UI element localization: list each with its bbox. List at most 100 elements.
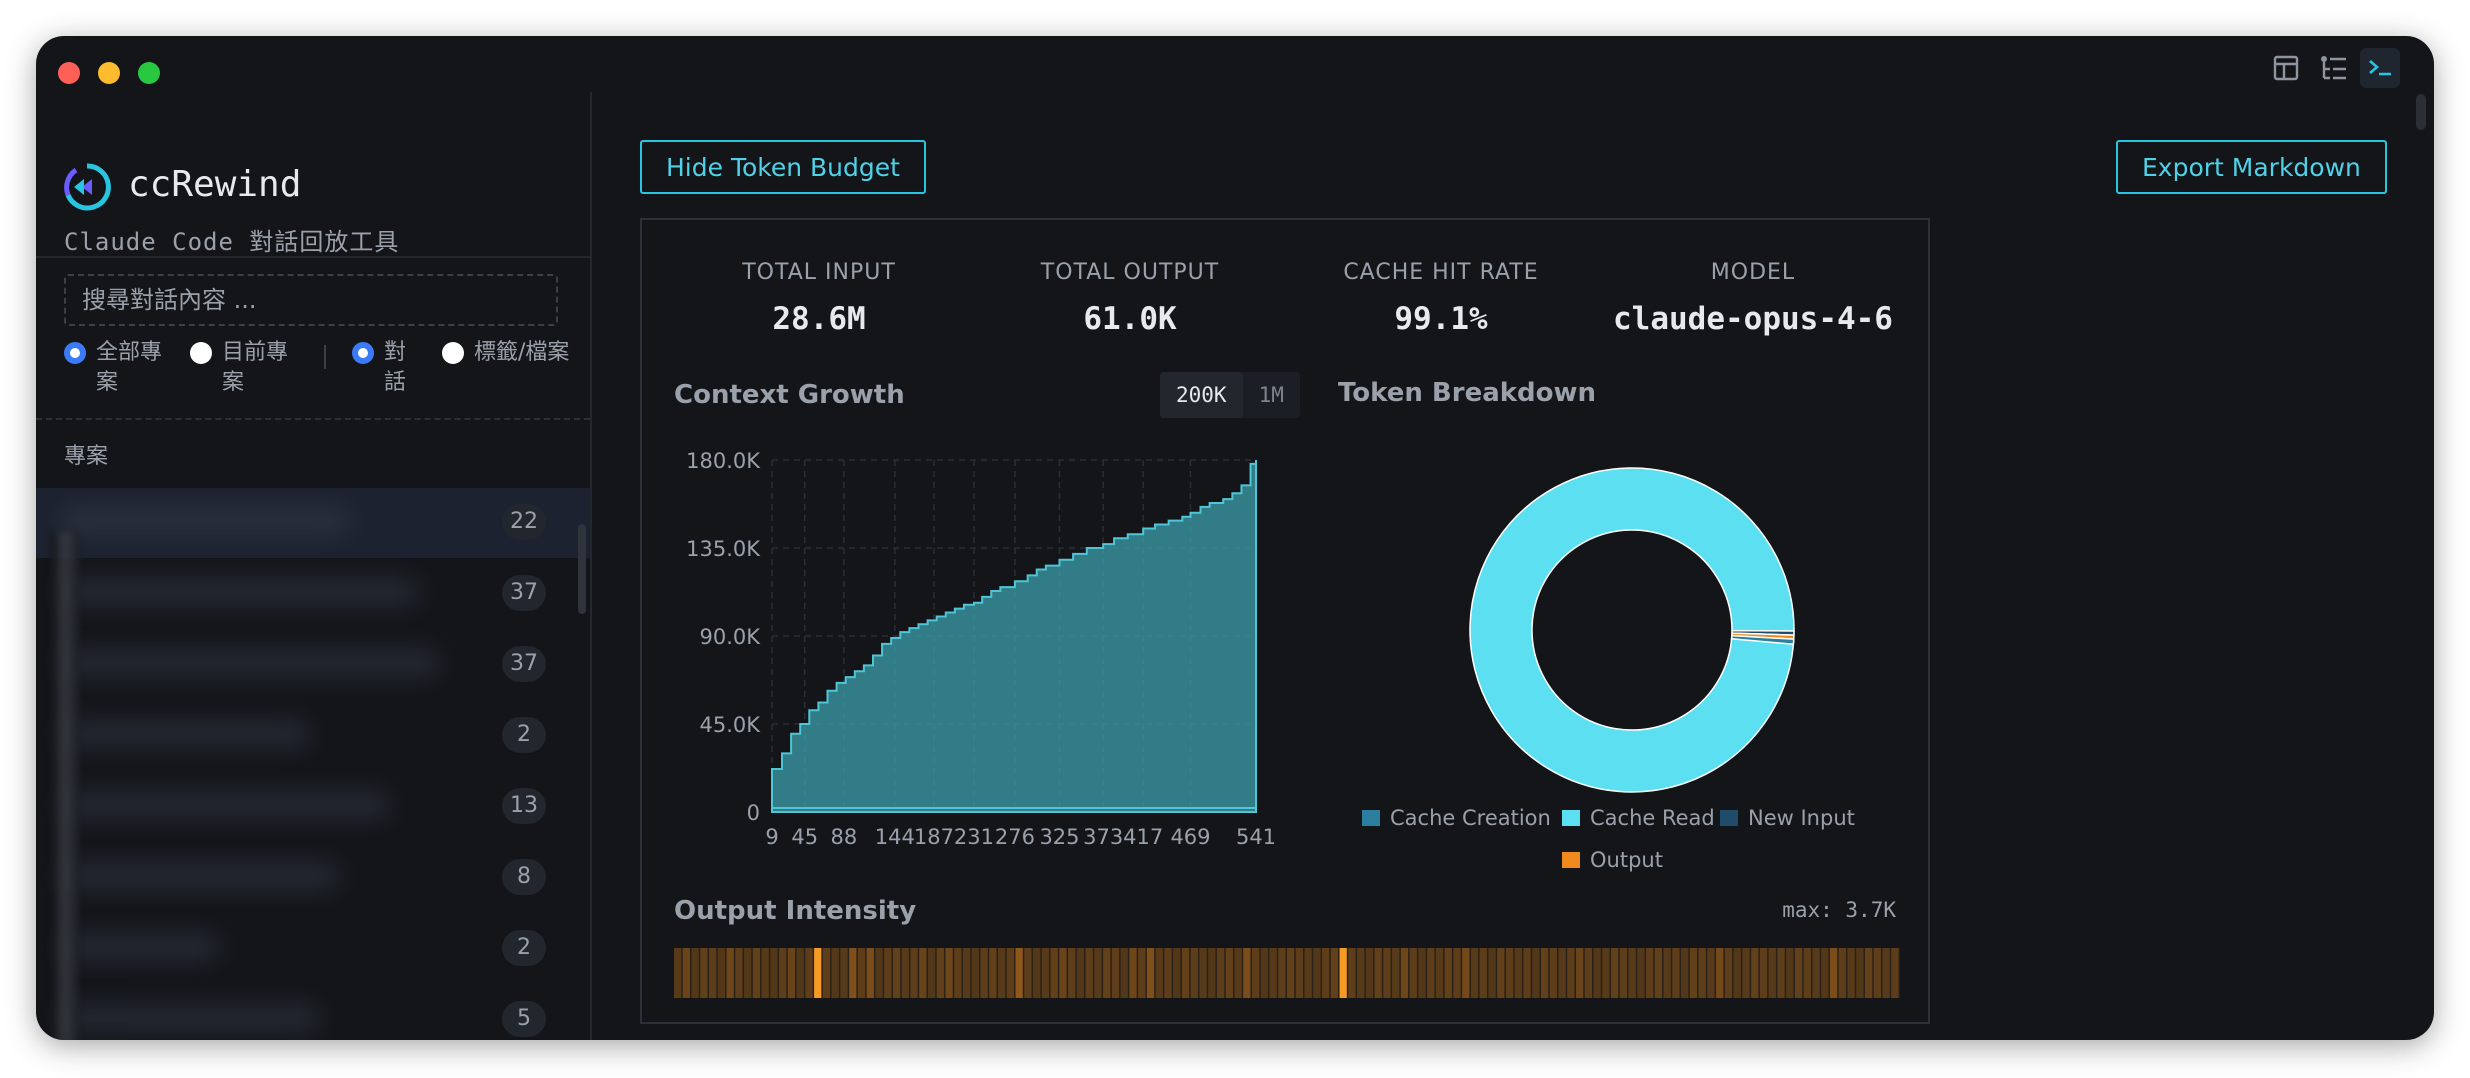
legend-item: Cache Read: [1562, 806, 1715, 830]
intensity-cell: [1759, 948, 1768, 998]
intensity-cell: [840, 948, 848, 998]
intensity-cell: [1322, 948, 1330, 998]
project-list-item[interactable]: 13: [36, 772, 590, 842]
project-list-item[interactable]: 5: [36, 985, 590, 1040]
intensity-cell: [1050, 948, 1058, 998]
x-tick-label: 45: [791, 825, 818, 849]
intensity-cell: [1103, 948, 1111, 998]
x-tick-label: 88: [831, 825, 858, 849]
filter-all-projects[interactable]: 全部專案: [64, 338, 166, 398]
project-list-item[interactable]: 8: [36, 843, 590, 913]
legend-swatch: [1720, 810, 1738, 826]
intensity-cell: [1707, 948, 1715, 998]
intensity-cell: [1295, 948, 1304, 998]
app-logo-icon: [62, 162, 112, 216]
intensity-cell: [1514, 948, 1522, 998]
intensity-cell: [1453, 948, 1461, 998]
intensity-cell: [954, 948, 962, 998]
export-markdown-button[interactable]: Export Markdown: [2116, 140, 2387, 194]
legend-label: Output: [1590, 848, 1663, 872]
search-input[interactable]: [64, 274, 558, 326]
intensity-cell: [779, 948, 787, 998]
x-tick-label: 144: [875, 825, 915, 849]
intensity-cell: [849, 948, 857, 998]
intensity-cell: [1654, 948, 1663, 998]
legend-label: Cache Read: [1590, 806, 1715, 830]
legend-swatch: [1362, 810, 1380, 826]
intensity-cell: [1269, 948, 1277, 998]
intensity-cell: [1663, 948, 1671, 998]
project-list-item[interactable]: 2: [36, 701, 590, 771]
maximize-window-button[interactable]: [138, 62, 160, 84]
intensity-cell: [682, 948, 691, 998]
project-count-badge: 2: [502, 930, 546, 966]
output-intensity-max: max: 3.7K: [1782, 898, 1896, 922]
intensity-cell: [1847, 948, 1855, 998]
context-growth-chart: 0 45.0K 90.0K 135.0K 180.0K 9 45 88 144 187 231 276…: [686, 449, 1276, 849]
x-tick-label: 469: [1170, 825, 1210, 849]
stat-label: MODEL: [1710, 260, 1796, 285]
intensity-cell: [1024, 948, 1032, 998]
radio-current-project[interactable]: [190, 342, 212, 364]
stat-value: 61.0K: [1083, 301, 1177, 337]
project-name-redacted: [60, 506, 350, 536]
intensity-cell: [1418, 948, 1426, 998]
minimize-window-button[interactable]: [98, 62, 120, 84]
project-count-badge: 2: [502, 717, 546, 753]
project-name-redacted: [60, 861, 340, 891]
radio-conversations[interactable]: [352, 342, 374, 364]
project-name-redacted: [60, 1003, 320, 1033]
intensity-cell: [1794, 948, 1803, 998]
radio-tags-files[interactable]: [442, 342, 464, 364]
project-list-item[interactable]: 2: [36, 914, 590, 984]
filter-all-projects-label: 全部專案: [96, 340, 163, 395]
filter-tags-files[interactable]: 標籤/檔案: [442, 338, 574, 368]
context-growth-title: Context Growth: [674, 380, 905, 410]
intensity-cell: [1462, 948, 1470, 998]
radio-all-projects[interactable]: [64, 342, 86, 364]
intensity-cell: [1146, 948, 1155, 998]
token-budget-panel: TOTAL INPUT 28.6M TOTAL OUTPUT 61.0K CAC…: [640, 218, 1930, 1024]
intensity-cell: [1891, 948, 1899, 998]
intensity-cell: [1278, 948, 1286, 998]
intensity-cell: [1637, 948, 1645, 998]
tree-list-icon[interactable]: [2313, 48, 2353, 88]
donut-slice: [1469, 467, 1795, 793]
filter-conversations[interactable]: 對話: [352, 338, 410, 398]
hide-token-budget-button[interactable]: Hide Token Budget: [640, 140, 926, 194]
intensity-cell: [1304, 948, 1312, 998]
y-tick-label: 45.0K: [699, 713, 761, 737]
sidebar-scrollbar[interactable]: [578, 524, 586, 614]
intensity-cell: [761, 948, 769, 998]
intensity-cell: [971, 948, 979, 998]
title-bar: [36, 36, 2434, 92]
intensity-cell: [1584, 948, 1592, 998]
intensity-cell: [1435, 948, 1444, 998]
intensity-cell: [1882, 948, 1890, 998]
filter-current-project[interactable]: 目前專案: [190, 338, 292, 398]
terminal-icon[interactable]: [2360, 48, 2400, 88]
context-1m-button[interactable]: 1M: [1243, 372, 1300, 418]
intensity-cell: [1786, 948, 1794, 998]
project-list-item[interactable]: 22: [36, 488, 590, 558]
intensity-cell: [1111, 948, 1120, 998]
main-scrollbar[interactable]: [2416, 94, 2426, 130]
intensity-cell: [1251, 948, 1260, 998]
intensity-cell: [1129, 948, 1137, 998]
x-tick-label: 417: [1123, 825, 1163, 849]
project-list-item[interactable]: 37: [36, 559, 590, 629]
intensity-cell: [1479, 948, 1487, 998]
stat-value: 28.6M: [772, 301, 866, 337]
panel-layout-icon[interactable]: [2266, 48, 2306, 88]
project-count-badge: 8: [502, 859, 546, 895]
intensity-cell: [1208, 948, 1216, 998]
token-breakdown-title: Token Breakdown: [1338, 378, 1597, 408]
intensity-cell: [980, 948, 988, 998]
close-window-button[interactable]: [58, 62, 80, 84]
output-intensity-chart: [674, 948, 1900, 998]
donut-slice: [1730, 634, 1795, 646]
context-growth-area: [771, 460, 1257, 813]
context-200k-button[interactable]: 200K: [1160, 372, 1243, 418]
intensity-cell: [1532, 948, 1540, 998]
project-list-item[interactable]: 37: [36, 630, 590, 700]
